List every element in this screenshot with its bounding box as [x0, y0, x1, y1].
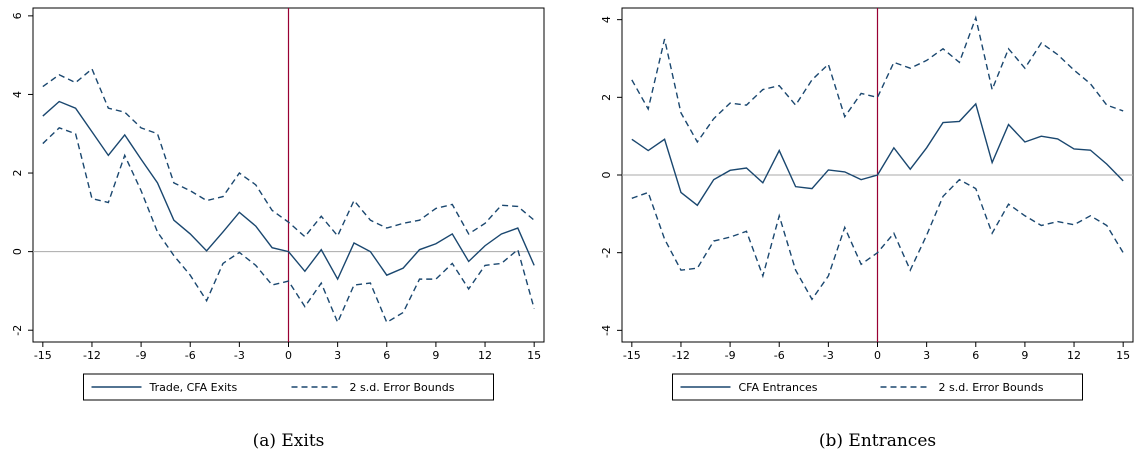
y-tick-label: -2 — [600, 247, 613, 258]
x-tick-label: 15 — [1116, 349, 1130, 362]
x-tick-label: 3 — [334, 349, 341, 362]
x-tick-label: 6 — [972, 349, 979, 362]
x-tick-label: 12 — [1067, 349, 1081, 362]
x-tick-label: 15 — [527, 349, 541, 362]
legend-label: Trade, CFA Exits — [149, 381, 238, 394]
legend-label: 2 s.d. Error Bounds — [939, 381, 1044, 394]
x-tick-label: -6 — [185, 349, 196, 362]
x-tick-label: 3 — [923, 349, 930, 362]
x-tick-label: 0 — [285, 349, 292, 362]
series-line — [42, 67, 535, 238]
series-line — [631, 15, 1124, 144]
y-tick-label: 6 — [11, 12, 24, 19]
legend-label: CFA Entrances — [739, 381, 818, 394]
x-tick-label: 6 — [383, 349, 390, 362]
legend-box — [672, 373, 1083, 401]
y-tick-label: 2 — [11, 170, 24, 177]
y-tick-label: 0 — [11, 248, 24, 255]
x-tick-label: -15 — [623, 349, 641, 362]
legend-label: 2 s.d. Error Bounds — [350, 381, 455, 394]
x-tick-label: -9 — [725, 349, 736, 362]
x-tick-label: 9 — [432, 349, 439, 362]
y-tick-label: -4 — [600, 325, 613, 336]
caption: (b) Entrances — [819, 431, 936, 451]
series-line — [42, 127, 535, 325]
legend-box — [83, 373, 494, 401]
x-tick-label: -9 — [136, 349, 147, 362]
series-line — [631, 178, 1124, 301]
x-tick-label: -12 — [83, 349, 101, 362]
y-tick-label: 0 — [600, 172, 613, 179]
x-tick-label: -3 — [234, 349, 245, 362]
y-tick-label: -2 — [11, 325, 24, 336]
x-tick-label: 9 — [1021, 349, 1028, 362]
y-tick-label: 2 — [600, 94, 613, 101]
x-tick-label: -3 — [823, 349, 834, 362]
x-tick-label: -12 — [672, 349, 690, 362]
x-tick-label: 0 — [874, 349, 881, 362]
y-tick-label: 4 — [11, 91, 24, 98]
y-tick-label: 4 — [600, 16, 613, 23]
series-line — [631, 102, 1124, 207]
x-tick-label: 12 — [478, 349, 492, 362]
series-line — [42, 100, 535, 281]
x-tick-label: -15 — [34, 349, 52, 362]
caption: (a) Exits — [253, 431, 325, 451]
x-tick-label: -6 — [774, 349, 785, 362]
